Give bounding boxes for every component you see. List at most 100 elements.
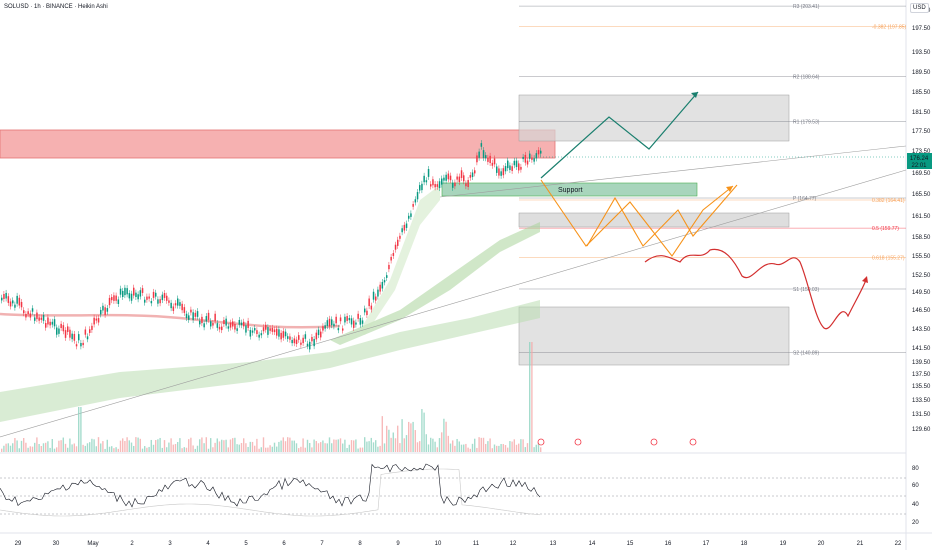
- price-tick-177.50: 177.50: [912, 129, 931, 135]
- candle-body: [163, 293, 166, 298]
- candle-body: [29, 313, 32, 318]
- volume-bar: [218, 441, 221, 452]
- candle-body: [168, 300, 170, 303]
- candle-body: [386, 275, 388, 278]
- time-tick-9: 9: [396, 541, 400, 547]
- volume-bar: [150, 439, 152, 452]
- candle-body: [414, 199, 417, 203]
- volume-bar: [9, 445, 12, 452]
- volume-bar: [273, 442, 276, 452]
- candle-body: [104, 307, 106, 315]
- candle-body: [458, 176, 461, 183]
- volume-bar: [265, 447, 267, 452]
- volume-bar: [69, 438, 71, 452]
- volume-bar: [12, 443, 14, 452]
- volume-bar: [119, 440, 122, 452]
- candle-body: [324, 325, 326, 329]
- candle-body: [427, 169, 430, 177]
- volume-bar: [452, 440, 454, 452]
- volume-bar: [38, 443, 40, 452]
- candle-body: [452, 182, 454, 188]
- volume-bar: [155, 440, 157, 452]
- volume-bar: [128, 440, 130, 452]
- candle-body: [509, 165, 511, 170]
- volume-bar: [324, 443, 326, 452]
- volume-bar: [375, 440, 377, 452]
- candle-body: [355, 322, 357, 325]
- volume-bar: [201, 437, 203, 452]
- candle-body: [23, 310, 25, 314]
- volume-bar: [491, 448, 493, 452]
- candle-body: [487, 157, 489, 162]
- candle-body: [3, 294, 5, 300]
- volume-bar: [355, 439, 357, 452]
- candle-body: [240, 322, 243, 326]
- volume-bar: [326, 443, 328, 452]
- candle-body: [291, 339, 293, 344]
- candle-body: [16, 295, 18, 304]
- volume-bar: [130, 442, 133, 452]
- volume-bar: [458, 441, 460, 452]
- volume-bar: [58, 440, 60, 452]
- rsi-line: [0, 463, 541, 508]
- volume-bar: [45, 442, 47, 452]
- volume-bar: [410, 423, 412, 452]
- candle-body: [379, 284, 381, 292]
- candle-body: [91, 325, 93, 330]
- volume-bar: [390, 437, 392, 452]
- volume-bar: [465, 443, 467, 452]
- projection-arrow-green: [691, 92, 698, 98]
- volume-bar: [456, 438, 458, 452]
- candle-body: [177, 298, 179, 306]
- candle-body: [531, 157, 533, 160]
- candle-body: [84, 329, 87, 335]
- volume-bar: [89, 442, 91, 452]
- volume-bar: [194, 448, 196, 452]
- volume-bar: [36, 437, 38, 452]
- candle-body: [124, 287, 126, 296]
- candle-body: [399, 235, 401, 239]
- candle-body: [342, 328, 344, 331]
- candle-body: [289, 336, 291, 340]
- candle-body: [392, 253, 395, 256]
- volume-bar: [232, 438, 234, 452]
- rsi-tick-80: 80: [912, 466, 919, 472]
- time-tick-14: 14: [589, 541, 596, 547]
- volume-bar: [95, 446, 97, 452]
- candle-body: [331, 319, 333, 326]
- candle-body: [434, 184, 436, 188]
- volume-bar: [328, 437, 331, 452]
- volume-bar: [482, 437, 485, 452]
- symbol-header[interactable]: SOLUSD · 1h · BINANCE · Heikin Ashi: [4, 4, 108, 10]
- currency-button[interactable]: USD: [910, 3, 929, 13]
- candle-body: [346, 316, 348, 321]
- candle-body: [243, 321, 245, 327]
- volume-bar: [256, 438, 258, 452]
- price-tick-181.50: 181.50: [912, 110, 931, 116]
- time-tick-18: 18: [741, 541, 748, 547]
- volume-bar: [493, 444, 496, 452]
- volume-bar: [471, 443, 474, 452]
- candle-body: [372, 291, 375, 300]
- volume-bar: [18, 448, 20, 452]
- rsi-tick-20: 20: [912, 520, 919, 526]
- volume-bar: [322, 440, 324, 452]
- volume-bar: [454, 445, 456, 452]
- volume-bar: [502, 444, 504, 452]
- volume-bar: [227, 447, 229, 452]
- volume-bar: [359, 447, 361, 452]
- rsi-ma-line: [0, 468, 541, 517]
- volume-bar: [298, 448, 300, 452]
- volume-bar: [416, 442, 419, 452]
- candle-body: [502, 168, 505, 176]
- time-tick-19: 19: [780, 541, 787, 547]
- time-tick-6: 6: [282, 541, 286, 547]
- candle-body: [89, 329, 91, 333]
- volume-bar: [16, 440, 18, 452]
- volume-bar: [425, 434, 427, 452]
- event-icon: [574, 438, 582, 446]
- last-price-value: 176.24: [910, 156, 929, 162]
- candle-body: [381, 282, 384, 289]
- volume-bar: [185, 447, 188, 452]
